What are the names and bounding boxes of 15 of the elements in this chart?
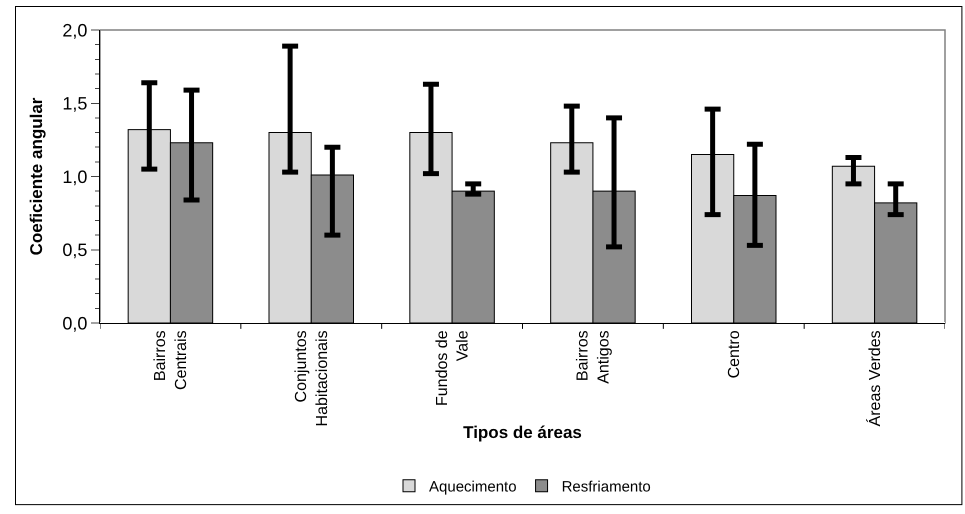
legend-label: Resfriamento — [562, 478, 651, 496]
x-axis-title: Tipos de áreas — [463, 422, 582, 442]
legend-label: Aquecimento — [429, 478, 517, 496]
x-tick-label: Fundos de Vale — [434, 330, 472, 406]
y-tick-label: 2,0 — [62, 20, 88, 40]
x-tick-label: Bairros Antigos — [574, 330, 613, 384]
x-tick-label: Conjuntos Habitacionais — [293, 330, 331, 426]
y-tick-label: 1,0 — [62, 166, 88, 187]
y-axis-title: Coeficiente angular — [26, 97, 46, 256]
y-tick-label: 0,5 — [62, 240, 88, 260]
x-tick-label: Centro — [726, 330, 743, 378]
x-tick-label: Áreas Verdes — [866, 330, 884, 426]
y-tick-label: 0,0 — [62, 313, 88, 334]
y-tick-label: 1,5 — [62, 94, 88, 114]
x-tick-label: Bairros Centrais — [152, 330, 190, 390]
